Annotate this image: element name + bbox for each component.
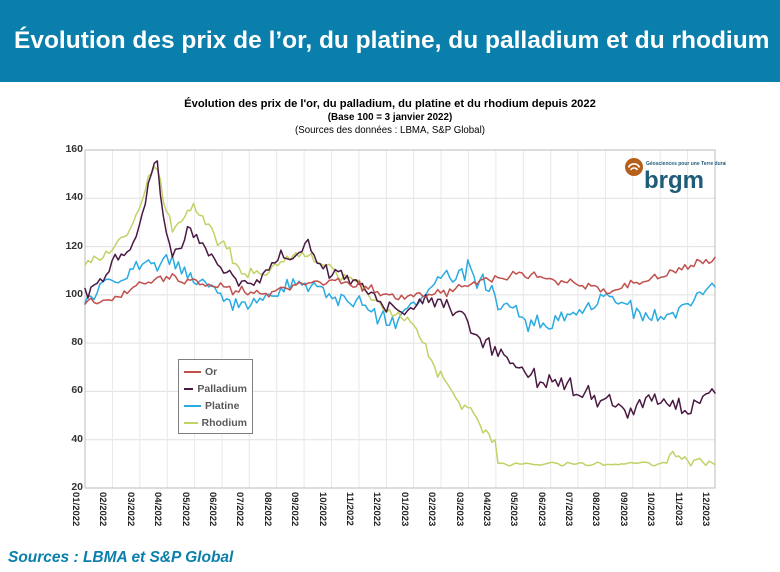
svg-text:brgm: brgm [644, 167, 704, 194]
